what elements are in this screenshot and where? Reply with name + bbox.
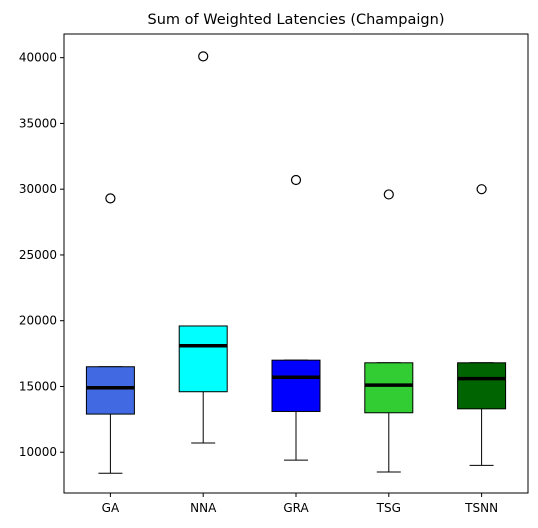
box-group-tsg — [364, 189, 414, 473]
box — [271, 359, 321, 412]
outlier-point — [198, 51, 209, 62]
box-group-nna — [178, 51, 228, 444]
box — [364, 362, 414, 414]
y-tick-label: 10000 — [19, 445, 57, 459]
outlier-point — [290, 174, 302, 186]
x-tick-label: GRA — [283, 501, 309, 515]
box — [457, 362, 507, 410]
plot-frame — [63, 33, 529, 494]
y-tick-label: 35000 — [19, 116, 57, 130]
x-tick-label: TSG — [376, 501, 401, 515]
outlier-point — [383, 189, 394, 200]
x-axis: GA NNA GRA TSG TSNN — [102, 493, 498, 515]
box-group-gra — [271, 174, 321, 461]
x-tick-label: NNA — [190, 501, 217, 515]
y-tick-label: 20000 — [19, 314, 57, 328]
box-group-tsnn — [457, 184, 507, 466]
y-tick-label: 30000 — [19, 182, 57, 196]
x-tick-label: GA — [102, 501, 120, 515]
outlier-point — [105, 193, 116, 204]
box — [85, 366, 135, 415]
y-tick-label: 15000 — [19, 379, 57, 393]
y-axis: 10000 15000 20000 25000 30000 35000 40000 — [19, 51, 64, 459]
chart-title: Sum of Weighted Latencies (Champaign) — [148, 12, 445, 28]
x-tick-label: TSNN — [464, 501, 498, 515]
box — [178, 325, 228, 393]
y-tick-label: 40000 — [19, 51, 57, 65]
plot-area — [85, 51, 507, 474]
outlier-point — [476, 184, 487, 195]
y-tick-label: 25000 — [19, 248, 57, 262]
box-group-ga — [85, 193, 135, 474]
